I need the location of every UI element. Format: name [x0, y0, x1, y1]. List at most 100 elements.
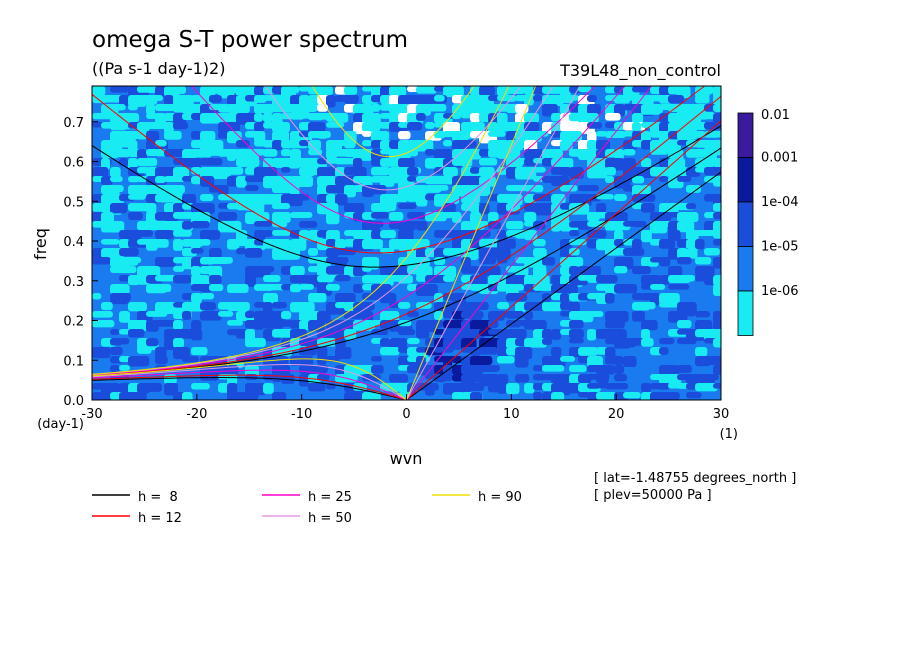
colorbar-swatch — [737, 112, 754, 158]
field-cell-high — [488, 320, 499, 329]
field-cell-high — [713, 239, 721, 246]
field-cell-high — [308, 320, 325, 332]
field-cell-low — [272, 221, 288, 228]
field-cell-low — [434, 311, 444, 321]
field-cell-high — [344, 95, 359, 104]
field-cell-high — [695, 239, 705, 250]
field-cell-low — [155, 284, 172, 293]
field-cell-low — [308, 104, 318, 112]
mixed-rossby-gravity-h25 — [92, 86, 626, 376]
field-cell-low — [290, 284, 302, 293]
field-cell-low — [290, 185, 300, 196]
field-cell-low — [686, 248, 698, 259]
annotation-lat: [ lat=-1.48755 degrees_north ] — [594, 471, 796, 486]
field-cell-low — [488, 131, 506, 137]
field-cell-low — [560, 140, 573, 151]
field-cell-low — [605, 392, 617, 400]
field-cell-high — [596, 329, 619, 339]
field-cell-high — [686, 203, 697, 210]
field-cell-low — [119, 239, 130, 249]
field-cell-low — [506, 383, 520, 395]
curve-h90 — [92, 86, 537, 400]
field-cell-low — [128, 203, 152, 212]
field-cell-low — [281, 149, 292, 157]
field-cell-low — [542, 365, 565, 372]
field-cell-high — [704, 167, 721, 176]
field-cell-low — [362, 176, 373, 187]
kelvin-wave-h8 — [406, 171, 721, 400]
colorbar-swatch — [737, 246, 754, 292]
field-cell-high — [695, 311, 711, 318]
field-cell-high — [686, 392, 702, 399]
field-cell-high — [101, 176, 113, 186]
field-cell-high — [569, 329, 584, 339]
field-cell-high — [407, 122, 423, 131]
field-cell-high — [479, 347, 498, 355]
field-cell-low — [506, 221, 524, 230]
field-cell-low — [641, 230, 652, 243]
field-cell-high — [362, 374, 381, 382]
x-tick-label: 0 — [402, 407, 410, 422]
colorbar-swatch — [737, 157, 754, 203]
field-cell-low — [227, 221, 242, 233]
field-cell-high — [659, 275, 670, 285]
field-cell-low — [290, 86, 300, 94]
field-cell-high — [254, 122, 265, 132]
field-cell-low — [389, 113, 401, 124]
field-cell-high — [416, 329, 430, 339]
field-cell-low — [641, 338, 654, 347]
field-cell-high — [587, 230, 607, 239]
field-cell-low — [443, 275, 455, 282]
x-tick-label: 10 — [503, 407, 520, 422]
field-cell-high — [551, 347, 562, 357]
field-cell-high — [425, 149, 435, 156]
field-cell-low — [299, 230, 310, 241]
field-cell-low — [272, 230, 291, 236]
field-cell-low — [128, 140, 138, 151]
field-cell-high — [182, 356, 200, 363]
field-cell-low — [569, 365, 587, 373]
y-axis: 0.0 0.1 0.2 0.3 0.4 0.5 0.6 0.7 — [63, 116, 98, 409]
field-cell-high — [533, 203, 554, 216]
field-cell-low — [119, 311, 130, 323]
field-cell-low — [110, 284, 130, 295]
mixed-rossby-gravity-h12 — [92, 95, 721, 377]
field-cell-low — [587, 329, 597, 341]
field-cell-low — [416, 140, 434, 152]
chart-title: omega S-T power spectrum — [92, 27, 408, 53]
field-cell-low — [146, 203, 157, 214]
legend: h = 8 h = 12 h = 25 h = 50 h = 90 — [92, 490, 522, 526]
field-cell-low — [200, 113, 223, 124]
field-cell-low — [227, 167, 244, 175]
field-cell-low — [191, 293, 203, 303]
field-cell-low — [245, 158, 260, 168]
field-cell-high — [398, 230, 414, 241]
field-cell-low — [272, 113, 283, 125]
field-cell-low — [587, 140, 598, 151]
colorbar-label: 1e-05 — [761, 240, 799, 255]
field-cell-low — [713, 230, 721, 239]
field-cell-low — [155, 104, 177, 111]
field-cell-low — [137, 221, 160, 231]
field-cell-high — [119, 248, 139, 257]
field-cell-high — [209, 95, 222, 103]
field-cell-high — [272, 356, 289, 367]
field-cell-high — [479, 149, 490, 157]
field-cell-high — [335, 248, 356, 256]
field-cell-low — [110, 140, 131, 148]
field-cell-high — [110, 86, 129, 93]
field-cell-low — [533, 239, 546, 247]
field-cell-low — [695, 158, 714, 169]
field-cell-high — [110, 365, 120, 373]
field-cell-low — [92, 86, 106, 96]
field-cell-low — [146, 95, 164, 102]
field-cell-high — [191, 320, 202, 332]
field-cell-high — [659, 239, 676, 249]
y-tick-label: 0.2 — [63, 315, 84, 330]
field-cell-low — [200, 293, 215, 300]
field-cell-low — [92, 320, 115, 328]
field-cell-high — [641, 383, 652, 393]
field-cell-high — [569, 230, 580, 237]
field-cell-high — [704, 122, 721, 130]
field-cell-low — [362, 239, 383, 250]
